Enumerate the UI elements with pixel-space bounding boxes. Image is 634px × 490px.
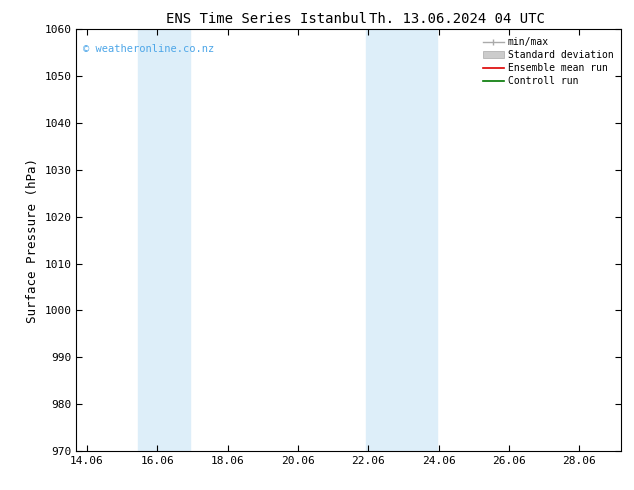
Bar bbox=[138, 29, 190, 451]
Legend: min/max, Standard deviation, Ensemble mean run, Controll run: min/max, Standard deviation, Ensemble me… bbox=[479, 34, 616, 89]
Text: ENS Time Series Istanbul: ENS Time Series Istanbul bbox=[165, 12, 367, 26]
Bar bbox=[366, 29, 437, 451]
Y-axis label: Surface Pressure (hPa): Surface Pressure (hPa) bbox=[25, 158, 39, 322]
Text: © weatheronline.co.nz: © weatheronline.co.nz bbox=[82, 44, 214, 54]
Text: Th. 13.06.2024 04 UTC: Th. 13.06.2024 04 UTC bbox=[368, 12, 545, 26]
